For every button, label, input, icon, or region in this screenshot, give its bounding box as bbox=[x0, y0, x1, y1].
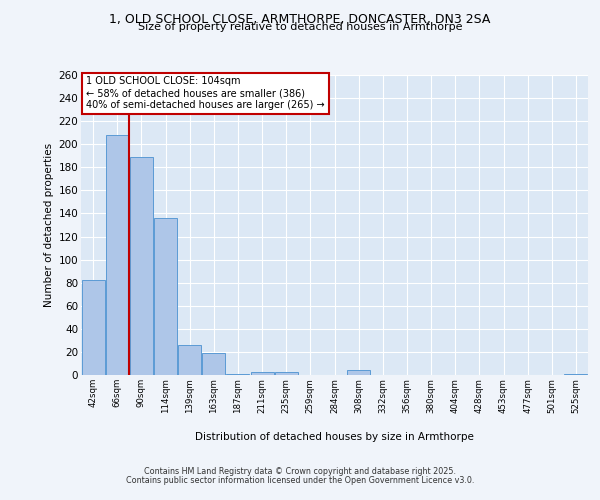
Bar bbox=[565, 374, 587, 375]
Bar bbox=[226, 374, 250, 375]
Y-axis label: Number of detached properties: Number of detached properties bbox=[44, 143, 55, 307]
Bar bbox=[106, 135, 128, 375]
Text: Contains HM Land Registry data © Crown copyright and database right 2025.: Contains HM Land Registry data © Crown c… bbox=[144, 468, 456, 476]
Bar bbox=[251, 372, 274, 375]
Text: Contains public sector information licensed under the Open Government Licence v3: Contains public sector information licen… bbox=[126, 476, 474, 485]
Text: Size of property relative to detached houses in Armthorpe: Size of property relative to detached ho… bbox=[138, 22, 462, 32]
Bar bbox=[154, 218, 177, 375]
Bar bbox=[347, 370, 370, 375]
Bar bbox=[275, 372, 298, 375]
Bar bbox=[178, 345, 201, 375]
Text: 1, OLD SCHOOL CLOSE, ARMTHORPE, DONCASTER, DN3 2SA: 1, OLD SCHOOL CLOSE, ARMTHORPE, DONCASTE… bbox=[109, 12, 491, 26]
Bar bbox=[202, 353, 225, 375]
Bar bbox=[130, 157, 153, 375]
Bar bbox=[82, 280, 104, 375]
Text: Distribution of detached houses by size in Armthorpe: Distribution of detached houses by size … bbox=[196, 432, 474, 442]
Text: 1 OLD SCHOOL CLOSE: 104sqm
← 58% of detached houses are smaller (386)
40% of sem: 1 OLD SCHOOL CLOSE: 104sqm ← 58% of deta… bbox=[86, 76, 325, 110]
